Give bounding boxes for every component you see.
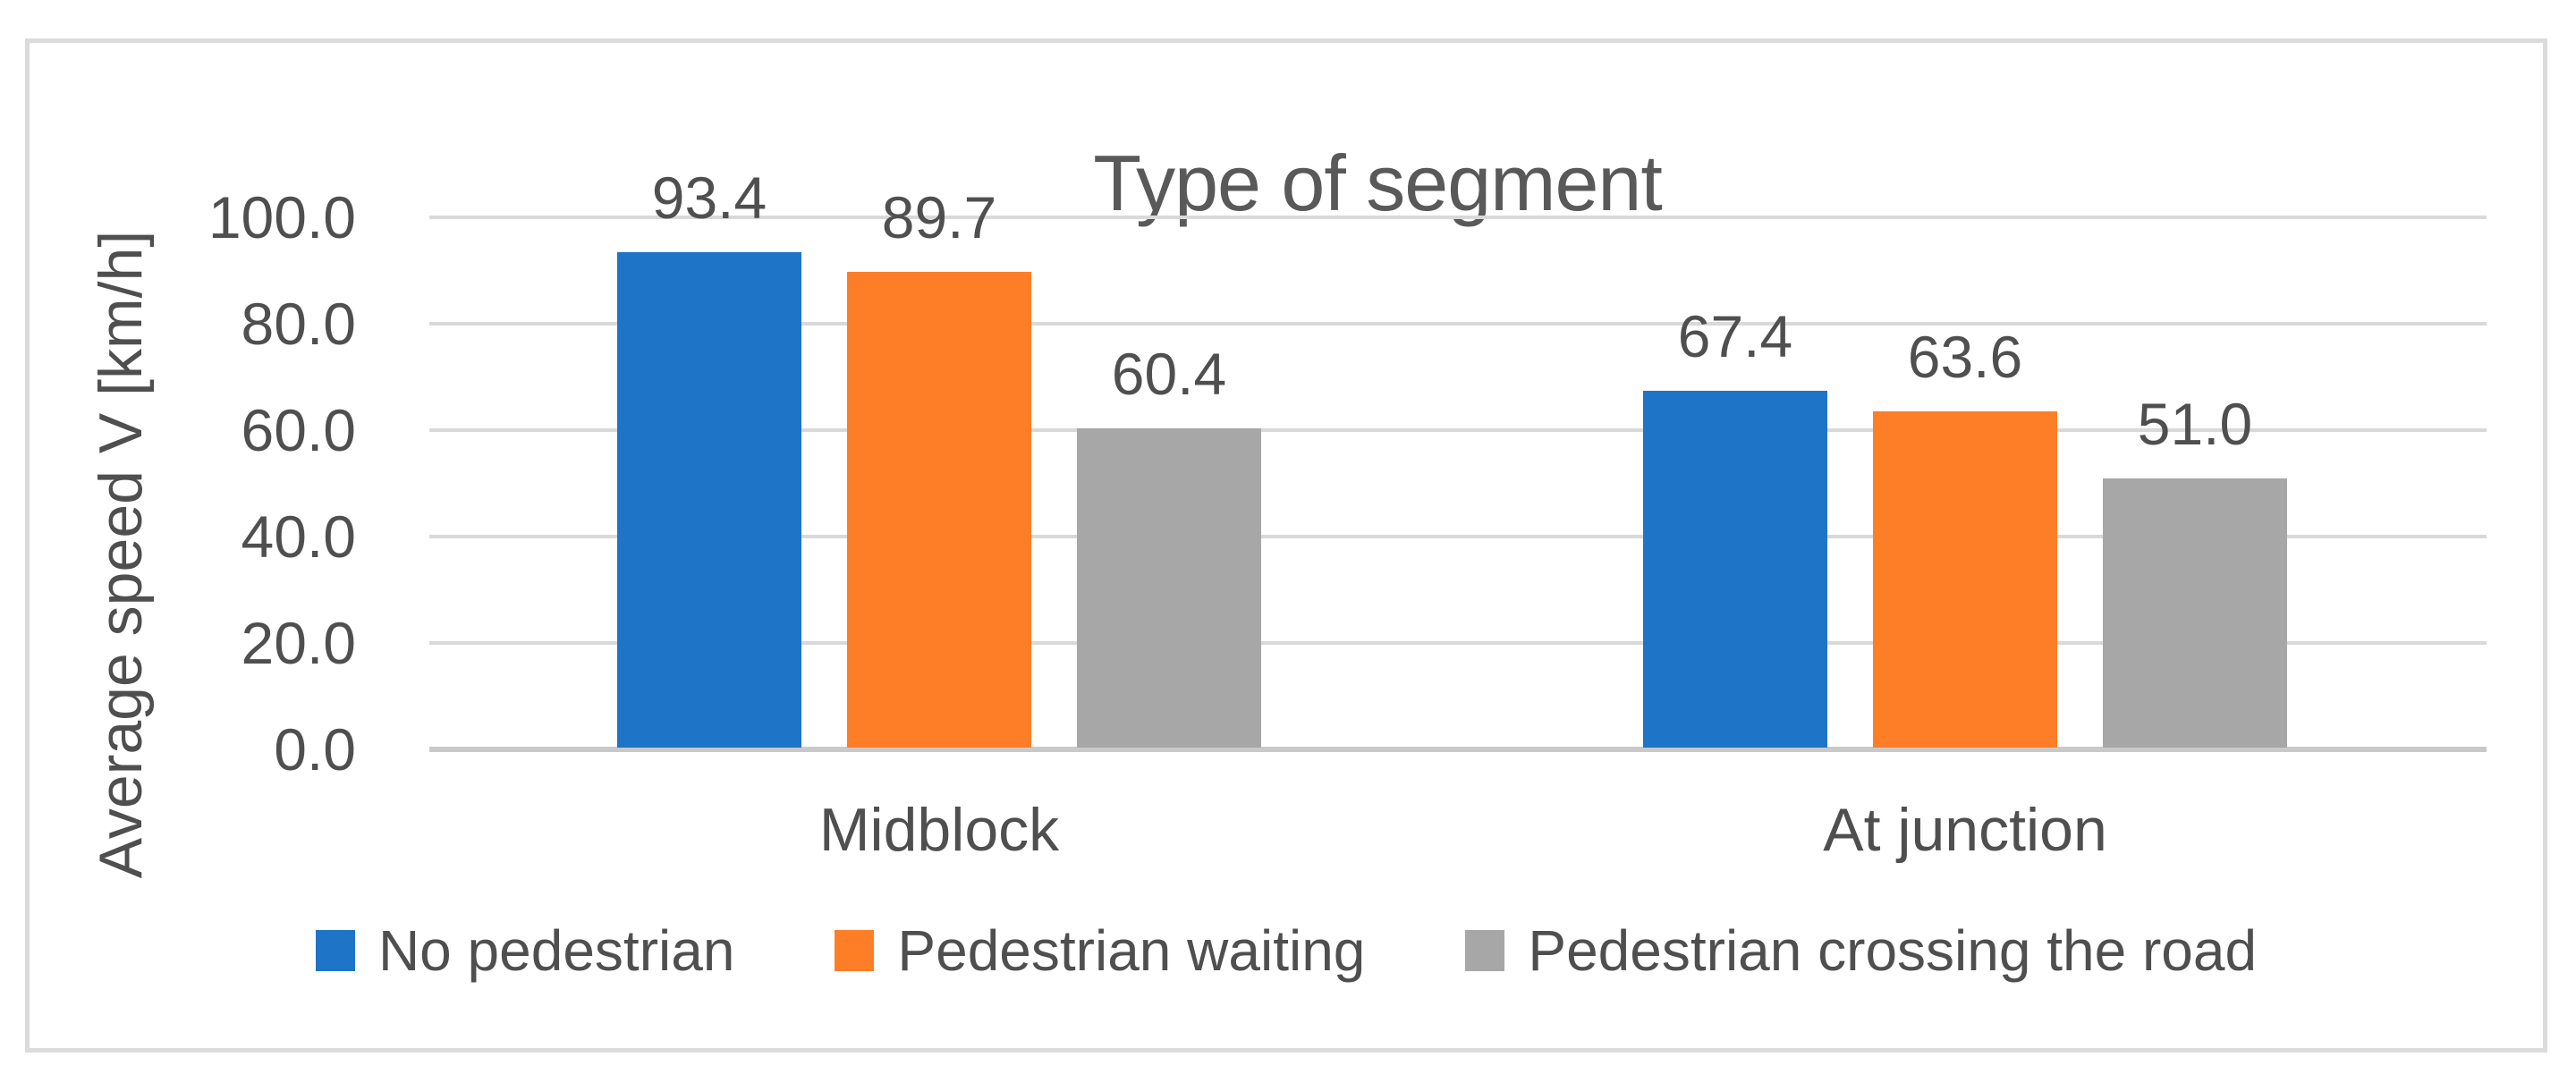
legend-label: Pedestrian crossing the road — [1528, 918, 2258, 983]
legend-swatch-icon — [315, 930, 355, 971]
y-tick-label-60.0: 60.0 — [241, 397, 356, 463]
category-label-midblock: Midblock — [818, 796, 1060, 864]
data-label-60.4: 60.4 — [1111, 340, 1227, 407]
legend-item-2: Pedestrian waiting — [835, 918, 1365, 983]
data-label-51.0: 51.0 — [2137, 390, 2253, 457]
y-tick-label-40.0: 40.0 — [241, 503, 356, 570]
bar-midblock-3 — [1077, 427, 1261, 748]
y-tick-label-0.0: 0.0 — [274, 716, 356, 782]
x-axis-line — [429, 747, 2487, 752]
legend-swatch-icon — [1465, 930, 1505, 971]
y-tick-label-20.0: 20.0 — [241, 610, 356, 676]
y-tick-label-80.0: 80.0 — [241, 291, 356, 357]
gridline-20.0 — [429, 641, 2487, 645]
legend-item-3: Pedestrian crossing the road — [1465, 918, 2257, 983]
gridline-100.0 — [429, 216, 2487, 219]
bar-at-junction-1 — [1643, 390, 1827, 748]
legend-swatch-icon — [835, 930, 875, 971]
data-label-67.4: 67.4 — [1677, 302, 1793, 369]
legend-label: Pedestrian waiting — [897, 918, 1366, 983]
data-label-63.6: 63.6 — [1907, 323, 2023, 390]
gridline-60.0 — [429, 428, 2487, 432]
bar-at-junction-3 — [2103, 478, 2287, 748]
bar-midblock-1 — [617, 252, 801, 748]
legend: No pedestrian Pedestrian waiting Pedestria… — [25, 915, 2547, 986]
bar-at-junction-2 — [1873, 410, 2057, 748]
y-tick-label-100.0: 100.0 — [208, 184, 356, 250]
data-label-93.4: 93.4 — [651, 165, 767, 232]
legend-label: No pedestrian — [377, 918, 735, 983]
legend-item-1: No pedestrian — [315, 918, 735, 983]
data-label-89.7: 89.7 — [881, 184, 997, 251]
chart-title: Type of segment — [1093, 139, 1663, 227]
bar-midblock-2 — [847, 272, 1031, 748]
gridline-40.0 — [429, 535, 2487, 538]
category-label-at-junction: At junction — [1823, 796, 2107, 864]
gridline-80.0 — [429, 322, 2487, 326]
